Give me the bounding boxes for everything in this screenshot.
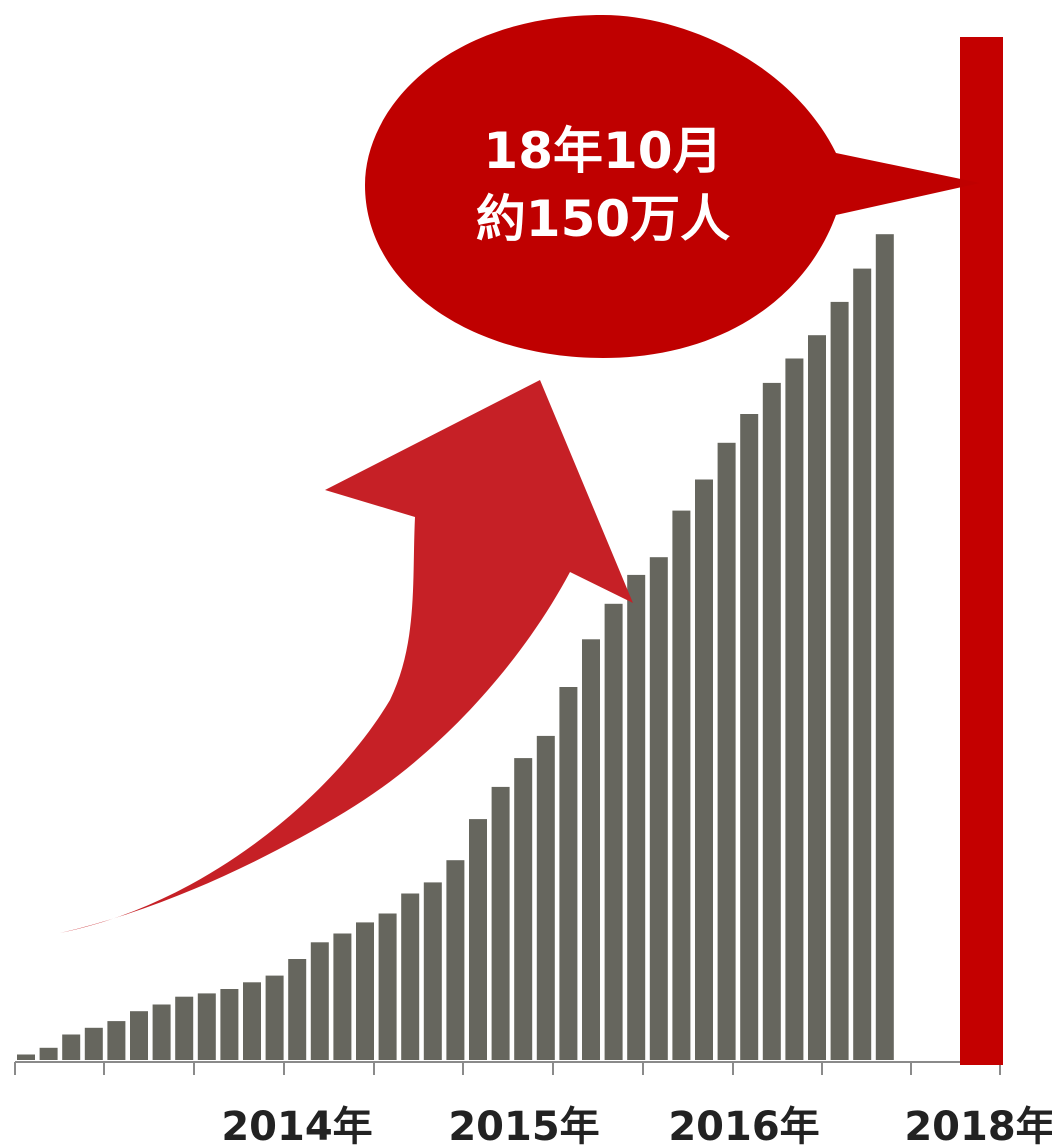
bar-14: [310, 942, 329, 1060]
callout-label-value: 約150万人: [476, 190, 730, 248]
callout-label-date: 18年10月: [483, 122, 722, 180]
bar-32: [717, 442, 736, 1060]
bar-13: [288, 959, 307, 1060]
highlight-bar: [960, 37, 1003, 1065]
x-tick-label-2014: 2014年: [221, 1104, 372, 1145]
bar-24: [536, 735, 555, 1060]
bar-11: [243, 982, 261, 1060]
bar-27: [604, 603, 623, 1060]
x-axis-ticks: [14, 1062, 1001, 1075]
bar-37: [830, 301, 849, 1060]
bar-38: [853, 268, 872, 1061]
bar-series: [17, 234, 894, 1061]
bar-20: [446, 860, 465, 1060]
bar-31: [695, 479, 713, 1060]
bar-4: [84, 1027, 103, 1060]
bar-5: [107, 1021, 126, 1060]
bar-12: [265, 975, 284, 1060]
bar-36: [808, 335, 826, 1060]
bar-28: [627, 574, 646, 1060]
bar-10: [220, 989, 239, 1060]
bar-25: [559, 687, 578, 1060]
bar-16: [356, 922, 374, 1060]
bar-3: [62, 1034, 81, 1060]
bar-34: [762, 382, 781, 1060]
bar-15: [333, 933, 352, 1060]
bar-17: [378, 913, 397, 1060]
x-tick-label-2018: 2018年: [904, 1104, 1052, 1145]
bar-9: [197, 993, 216, 1060]
x-tick-label-2016: 2016年: [668, 1104, 819, 1145]
bar-30: [672, 510, 691, 1061]
bar-33: [740, 414, 759, 1060]
x-tick-label-2015: 2015年: [448, 1104, 599, 1145]
callout-bubble: [365, 15, 980, 358]
bar-21: [469, 819, 487, 1060]
bar-7: [152, 1004, 171, 1060]
bar-22: [491, 786, 510, 1060]
bar-26: [582, 639, 600, 1060]
growth-arrow: [60, 380, 633, 933]
bar-35: [785, 358, 804, 1060]
bar-29: [649, 557, 668, 1060]
bar-2: [39, 1047, 58, 1060]
bar-39: [875, 234, 894, 1060]
bar-8: [175, 996, 194, 1060]
bar-6: [130, 1011, 148, 1060]
bar-1: [17, 1054, 35, 1060]
bar-18: [401, 893, 420, 1060]
bar-19: [423, 882, 442, 1060]
bar-23: [514, 758, 533, 1060]
